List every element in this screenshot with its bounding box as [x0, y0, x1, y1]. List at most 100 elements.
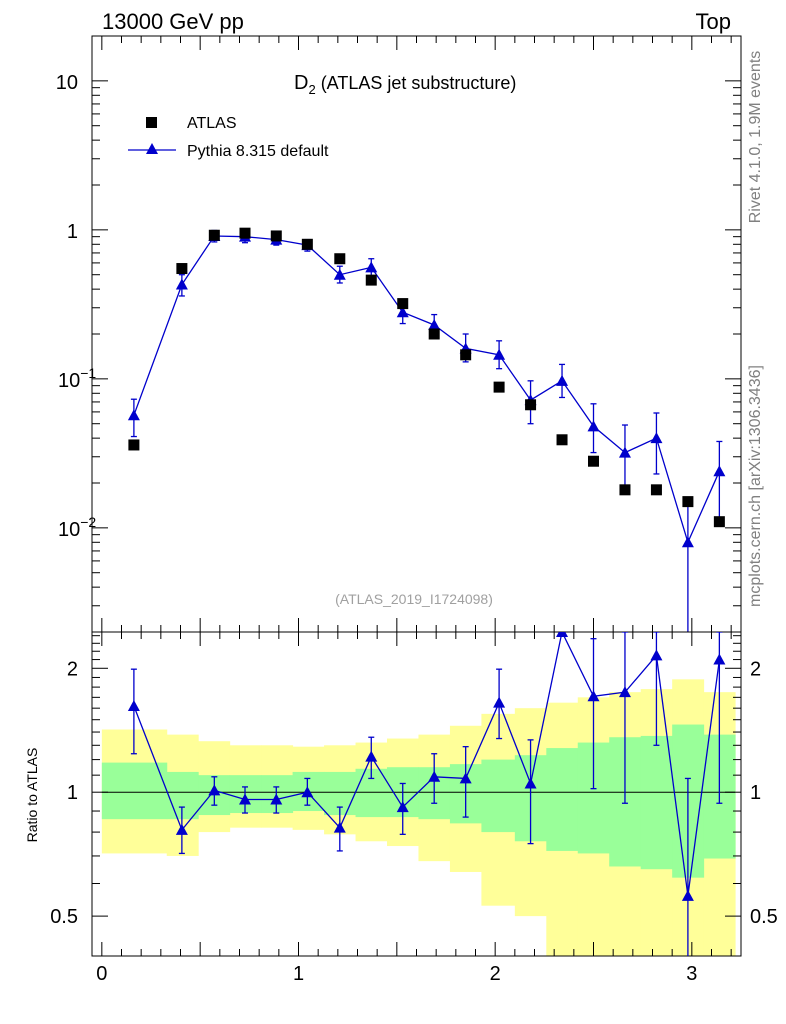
atlas-point — [619, 484, 631, 496]
ratio-point — [556, 632, 569, 637]
rivet-version-label: Rivet 4.1.0, 1.9M events — [747, 51, 764, 224]
ratio-y-axis-label: Ratio to ATLAS — [24, 748, 40, 843]
ratio-point — [524, 777, 537, 789]
atlas-point — [208, 229, 220, 241]
atlas-point — [713, 516, 725, 528]
pythia-point — [333, 268, 346, 280]
pythia-series-line — [133, 235, 720, 545]
pythia-point — [618, 446, 631, 458]
ratio-point — [587, 690, 600, 702]
main-y-tick-exponent: −1 — [80, 365, 96, 381]
legend-pythia-marker — [146, 143, 158, 154]
main-y-tick-label: 10−2 — [58, 514, 96, 541]
title-main: D — [294, 72, 308, 94]
x-tick-label: 3 — [686, 963, 697, 985]
ratio-point — [270, 793, 283, 805]
pythia-point — [365, 261, 378, 273]
legend-atlas-marker — [146, 117, 157, 128]
ratio-point — [127, 699, 140, 711]
ratio-y-tick-label-right: 1 — [750, 782, 761, 804]
atlas-point — [525, 399, 537, 411]
ratio-y-tick-label: 2 — [67, 658, 78, 680]
ratio-point — [650, 649, 663, 661]
main-data-marks — [127, 227, 726, 632]
ratio-point — [493, 696, 506, 708]
pythia-point — [127, 409, 140, 421]
x-tick-label: 2 — [490, 963, 501, 985]
ratio-y-tick-label: 0.5 — [50, 906, 78, 928]
pythia-point — [428, 318, 441, 330]
atlas-point — [176, 263, 188, 275]
atlas-point — [493, 381, 505, 393]
ratio-point — [396, 801, 409, 813]
atlas-point — [588, 455, 599, 467]
ratio-uncertainty-bands — [101, 679, 736, 956]
ratio-point — [713, 653, 726, 665]
pythia-point — [650, 432, 663, 444]
title-rest: (ATLAS jet substructure) — [316, 73, 517, 93]
ratio-point — [428, 770, 441, 782]
pythia-point — [175, 278, 188, 290]
x-tick-label: 0 — [96, 963, 107, 985]
ratio-y-axis: 2 2 1 1 0.5 0.5 — [50, 635, 778, 957]
atlas-point — [128, 439, 140, 451]
legend-atlas-label: ATLAS — [187, 115, 237, 132]
main-y-tick-label: 1 — [67, 221, 78, 243]
legend-pythia-label: Pythia 8.315 default — [187, 143, 329, 160]
atlas-point — [650, 484, 662, 496]
legend: ATLAS Pythia 8.315 default — [128, 115, 329, 160]
pythia-point — [493, 348, 506, 360]
atlas-point — [301, 238, 313, 250]
atlas-point — [682, 496, 694, 508]
ratio-point — [208, 784, 221, 796]
ratio-panel: 2 2 1 1 0.5 0.5 0 1 2 3 Ratio to ATLAS — [24, 631, 778, 985]
ratio-inner-band-bin — [640, 735, 673, 870]
atlas-point — [556, 434, 568, 446]
ratio-y-tick-label-right: 0.5 — [750, 906, 778, 928]
atlas-point — [365, 274, 377, 286]
ratio-point — [301, 786, 314, 798]
pythia-point — [587, 420, 600, 432]
ratio-point — [618, 686, 631, 698]
pythia-point — [681, 536, 694, 548]
ratio-y-tick-label: 1 — [67, 782, 78, 804]
ratio-data-marks — [127, 632, 726, 956]
mcplots-label: mcplots.cern.ch [arXiv:1306.3436] — [747, 365, 764, 607]
ratio-inner-band-bin — [546, 748, 579, 851]
ratio-inner-band-bin — [101, 762, 168, 820]
ratio-point — [333, 821, 346, 833]
header-energy-label: 13000 GeV pp — [102, 9, 244, 34]
main-y-tick-base: 10 — [58, 370, 80, 392]
atlas-point — [270, 230, 282, 242]
pythia-point — [556, 374, 569, 386]
atlas-point — [428, 328, 440, 340]
ratio-point — [239, 793, 252, 805]
atlas-point — [460, 349, 472, 361]
title-subscript: 2 — [308, 82, 315, 97]
ratio-point — [175, 823, 188, 835]
atlas-point — [397, 298, 409, 310]
pythia-point — [713, 465, 726, 477]
analysis-label: (ATLAS_2019_I1724098) — [335, 591, 493, 607]
header-process-label: Top — [696, 9, 731, 34]
ratio-y-tick-label-right: 2 — [750, 658, 761, 680]
ratio-point — [365, 750, 378, 762]
atlas-point — [334, 253, 346, 265]
ratio-point — [459, 772, 472, 784]
ratio-inner-band-bin — [261, 775, 294, 814]
ratio-inner-band-bin — [481, 759, 516, 833]
main-y-tick-label: 10 — [56, 72, 78, 94]
ratio-inner-band-bin — [166, 771, 199, 820]
main-x-ticks — [101, 36, 732, 632]
main-y-tick-label: 10−1 — [58, 365, 96, 392]
atlas-point — [239, 227, 251, 239]
plot-title: D2 (ATLAS jet substructure) — [294, 72, 516, 97]
main-y-tick-exponent: −2 — [80, 514, 96, 530]
pythia-point — [396, 306, 409, 318]
x-tick-label: 1 — [293, 963, 304, 985]
ratio-point — [681, 889, 694, 901]
main-y-tick-base: 10 — [58, 519, 80, 541]
